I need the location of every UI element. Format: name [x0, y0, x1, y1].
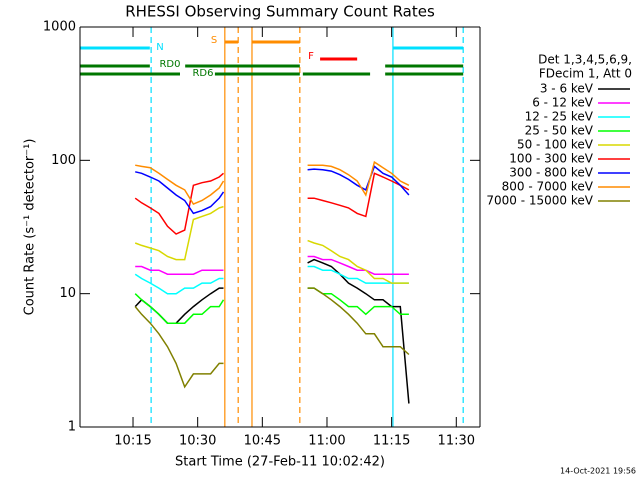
x-axis-label: Start Time (27-Feb-11 10:02:42): [175, 455, 385, 470]
flag-label: S: [211, 35, 217, 46]
footer-date: 14-Oct-2021 19:56: [560, 467, 636, 476]
series-line: [134, 287, 410, 389]
flag-label: RD6: [192, 68, 213, 79]
y-tick-label: 1000: [43, 20, 76, 35]
x-tick-label: 11:30: [438, 434, 475, 449]
y-tick-label: 10: [59, 286, 76, 301]
x-tick-label: 11:15: [373, 434, 410, 449]
legend-label: 25 - 50 keV: [525, 124, 594, 138]
flag-label: F: [308, 51, 314, 62]
y-axis-label: Count Rate (s⁻¹ detector⁻¹): [23, 139, 38, 316]
series-line: [134, 205, 409, 284]
series-line: [135, 165, 410, 215]
legend-label: 100 - 300 keV: [509, 152, 593, 166]
chart-title: RHESSI Observing Summary Count Rates: [125, 3, 435, 21]
legend-label: 3 - 6 keV: [540, 82, 594, 96]
flag-label: N: [156, 42, 163, 53]
x-tick-label: 11:00: [308, 434, 345, 449]
x-tick-label: 10:15: [114, 434, 151, 449]
legend-label: 7000 - 15000 keV: [486, 194, 593, 208]
legend-header: FDecim 1, Att 0: [539, 67, 632, 81]
legend-label: 50 - 100 keV: [517, 138, 594, 152]
legend-label: 300 - 800 keV: [509, 166, 593, 180]
legend-label: 12 - 25 keV: [525, 110, 594, 124]
flag-label: RD0: [159, 59, 180, 70]
series-line: [134, 172, 410, 235]
series-line: [135, 255, 409, 275]
legend-label: 6 - 12 keV: [532, 96, 594, 110]
x-tick-label: 10:30: [179, 434, 216, 449]
y-tick-label: 100: [51, 153, 76, 168]
legend-header: Det 1,3,4,5,6,9,: [538, 53, 632, 67]
legend-label: 800 - 7000 keV: [502, 180, 594, 194]
x-tick-label: 10:45: [244, 434, 281, 449]
series-line: [135, 160, 410, 206]
y-tick-label: 1: [68, 420, 76, 435]
